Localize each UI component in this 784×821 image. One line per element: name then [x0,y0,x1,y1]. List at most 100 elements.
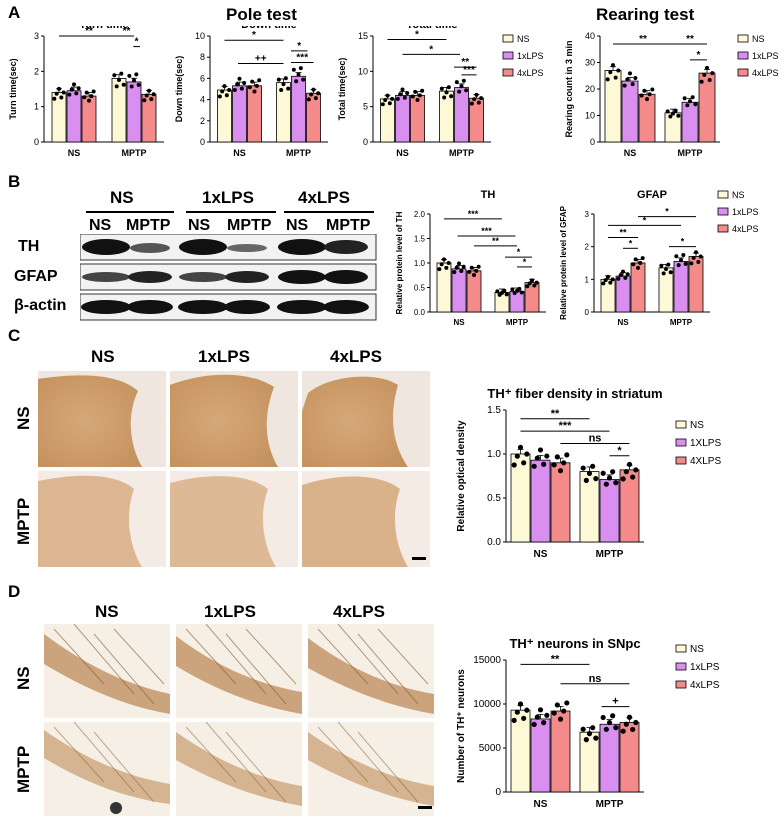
dot-down-MPTP-1xLPS-4 [301,77,306,82]
bar-total-MPTP-NS [439,90,454,143]
dot-down-MPTP-1xLPS-1 [294,79,299,84]
dot-turn-NS-1xLPS-3 [74,91,79,96]
chart-title-total: Total time [406,26,457,31]
dot-fiber-NS-4XLPS-3 [561,460,567,466]
sig-label-total-3: *** [463,65,475,76]
snpc-neurons-chart: TH⁺ neurons in SNpc 0 5000 10000 15000 Number… [456,636,720,810]
legend-label-fiber-2: 4XLPS [690,456,721,467]
dot-fiber-NS-4XLPS-4 [564,452,570,458]
dot-neurons-NS-1xLPS-0 [531,721,537,728]
sig-label-gfap_wb-0: * [665,207,669,217]
sig-label-gfap_wb-4: * [681,237,685,247]
dot-rearing-MPTP-1xLPS-1 [685,103,690,108]
bar-down-MPTP-1xLPS [291,75,306,143]
dot-turn-NS-NS-0 [52,96,57,101]
sig-label-th_wb-1: *** [481,226,492,236]
dot-neurons-NS-1xLPS-4 [544,712,550,718]
ytick-label-neurons-0: 0 [495,787,501,798]
dot-total-NS-NS-0 [380,102,385,107]
lane-label-4: MPTP [227,217,272,234]
sig-label-neurons-2: + [612,696,618,708]
dot-neurons-NS-NS-3 [521,715,527,721]
ylabel-fiber: Relative optical density [456,420,467,532]
tissue-c-1xlps-ns [170,371,298,467]
dot-neurons-NS-4xLPS-2 [557,716,564,722]
dot-total-NS-4xLPS-1 [413,89,418,94]
xtick-label-neurons-1: MPTP [596,799,624,810]
th-western-chart: TH 0.0 0.5 1.0 1.5 2.0 Relative protein level … [395,189,546,327]
dot-fiber-NS-1XLPS-3 [541,461,547,467]
dot-fiber-MPTP-1XLPS-2 [606,475,613,481]
dot-neurons-MPTP-4xLPS-3 [630,726,636,733]
gfap-western-chart: GFAP 0 1 2 3 Relative protein level of GFAP NS… [559,189,759,327]
dot-gfap_wb-MPTP-4xLPS-0 [689,261,694,266]
ytick-label-rearing-3: 30 [585,58,595,68]
dot-th_wb-NS-4xLPS-1 [469,265,474,270]
pole-test-title: Pole test [226,5,297,24]
dot-down-MPTP-1xLPS-2 [296,72,301,77]
dot-down-NS-1xLPS-4 [242,81,247,86]
dot-th_wb-NS-4xLPS-2 [472,272,476,277]
sig-label-th_wb-0: *** [468,209,479,219]
sig-label-total-0: * [415,30,419,41]
dot-down-MPTP-NS-2 [281,82,286,87]
dot-th_wb-NS-4xLPS-4 [476,264,481,269]
bar-fiber-MPTP-1XLPS [599,479,620,543]
xtick-label-turn-1: MPTP [121,148,146,158]
dot-turn-NS-4xLPS-1 [84,90,89,95]
sig-label-fiber-3: * [617,445,622,457]
dot-fiber-MPTP-4XLPS-2 [626,461,633,468]
dot-fiber-NS-1XLPS-2 [537,447,544,453]
bar-th_wb-NS-1xLPS [451,268,467,313]
dot-fiber-MPTP-4XLPS-3 [630,474,636,480]
bar-rearing-NS-4xLPS [638,93,656,143]
bar-turn-NS-1xLPS [66,90,82,143]
dot-neurons-MPTP-1xLPS-2 [606,719,613,726]
dot-down-MPTP-NS-3 [283,76,288,81]
dot-th_wb-NS-NS-2 [442,257,446,262]
dot-neurons-NS-4xLPS-4 [564,700,570,706]
ytick-label-gfap_wb-0: 0 [585,308,590,317]
legend-swatch-gfap_wb-2 [717,224,729,233]
legend-label-total-1: 1xLPS [517,51,544,61]
sig-label-th_wb-3: * [517,247,521,257]
ylabel-gfap_wb: Relative protein level of GFAP [559,205,568,319]
c-col-4xlps: 4xLPS [330,347,382,366]
dot-total-NS-NS-1 [383,97,388,102]
legend-swatch-neurons-1 [675,662,687,671]
dot-total-NS-NS-3 [387,101,392,106]
dot-down-NS-NS-2 [222,84,227,89]
sig-label-turn-2: * [135,37,139,48]
dot-rearing-NS-1xLPS-4 [633,76,638,81]
blot-row-gfap: GFAP [14,268,58,285]
dot-down-MPTP-NS-1 [279,88,284,93]
dot-gfap_wb-NS-4xLPS-4 [640,256,645,261]
striatum-images [38,371,430,567]
bar-neurons-NS-1xLPS [530,718,551,793]
dot-turn-NS-1xLPS-1 [69,87,74,92]
sig-label-th_wb-2: ** [492,236,500,246]
dot-th_wb-MPTP-4xLPS-2 [530,278,534,283]
dot-total-NS-4xLPS-3 [417,93,422,98]
dot-rearing-MPTP-NS-0 [665,109,670,114]
chart-title-th_wb: TH [481,189,496,201]
dot-gfap_wb-MPTP-NS-0 [659,263,664,268]
dot-total-NS-1xLPS-4 [405,91,410,96]
dot-gfap_wb-NS-1xLPS-3 [623,275,628,280]
sig-label-gfap_wb-3: * [629,238,633,248]
dot-turn-NS-NS-4 [61,90,66,95]
legend-swatch-neurons-2 [675,680,687,689]
legend-swatch-fiber-1 [675,438,687,447]
blot-row-actin: β-actin [14,297,67,314]
bar-total-MPTP-1xLPS [454,87,469,143]
dot-gfap_wb-MPTP-1xLPS-3 [681,253,686,258]
ytick-label-th_wb-2: 1.0 [414,259,426,268]
dot-turn-MPTP-4xLPS-4 [151,92,156,97]
dot-neurons-MPTP-1xLPS-1 [603,726,609,732]
c-row-ns: NS [14,406,33,430]
dot-fiber-NS-NS-1 [514,453,520,459]
dot-down-NS-4xLPS-2 [252,89,257,94]
bar-gfap_wb-NS-NS [600,278,616,313]
dot-down-NS-4xLPS-1 [250,79,255,84]
dot-turn-NS-4xLPS-0 [82,95,87,100]
